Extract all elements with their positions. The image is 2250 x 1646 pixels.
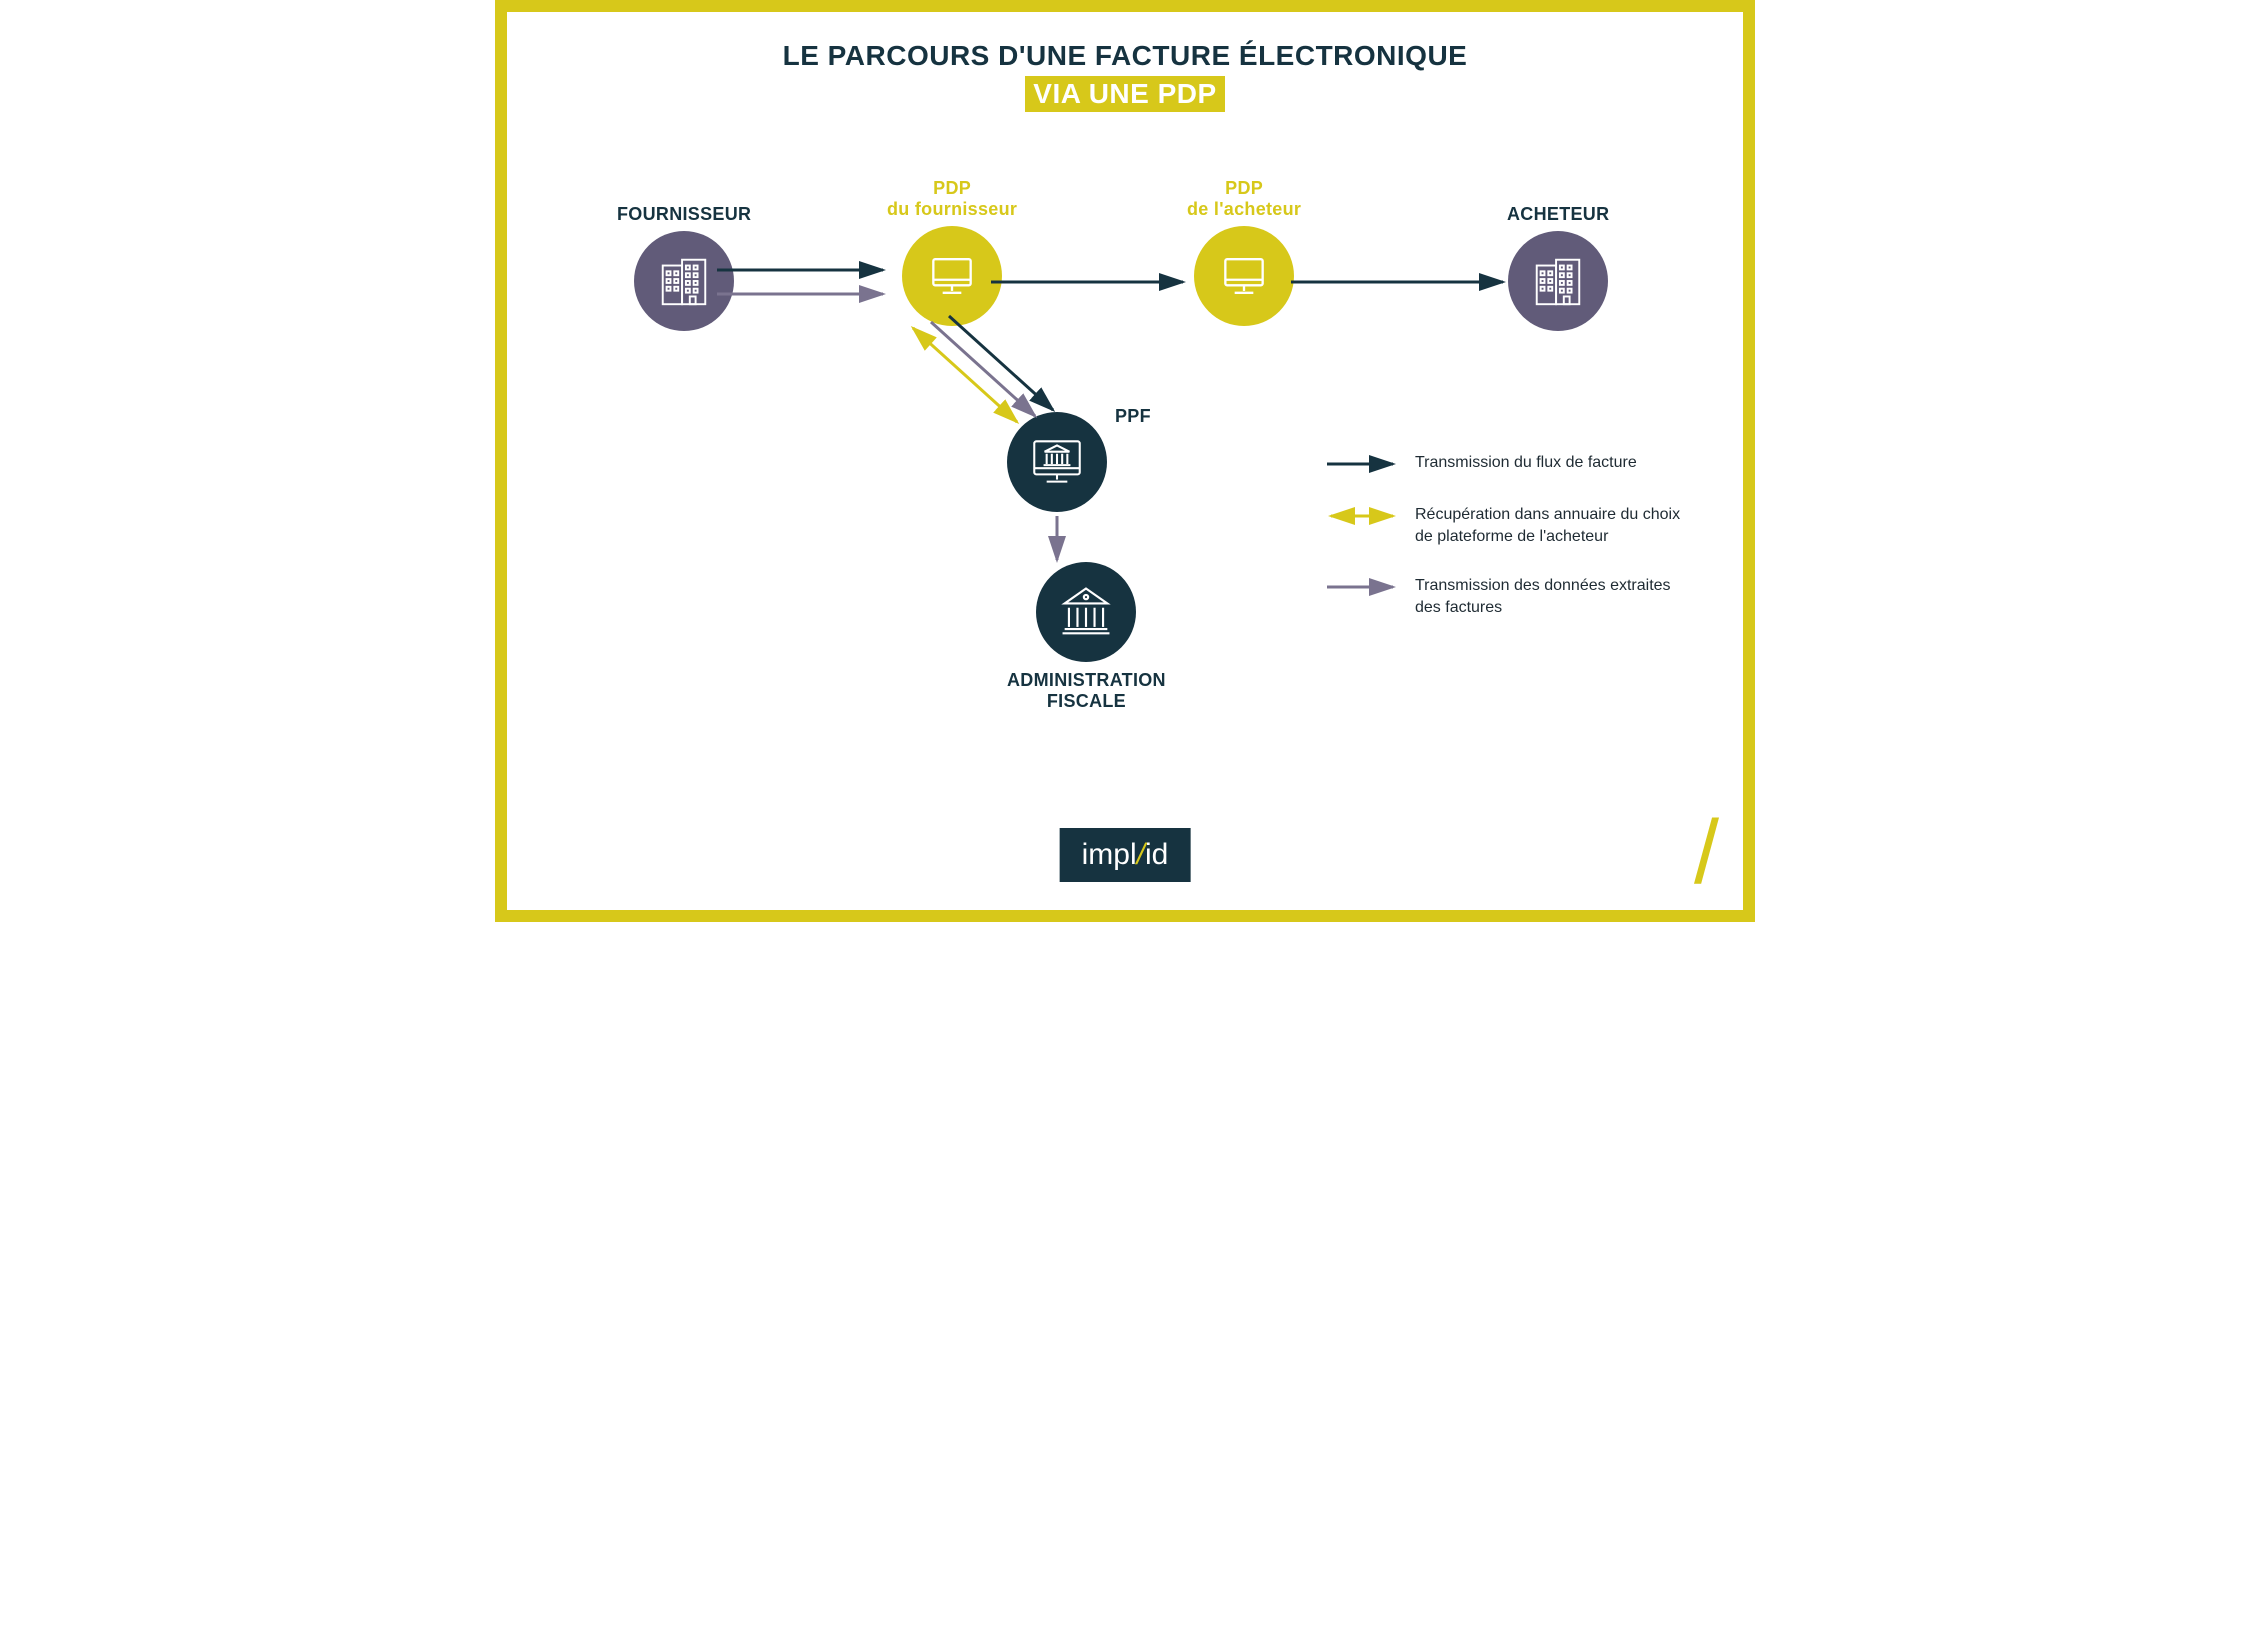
legend-row: Transmission du flux de facture	[1323, 452, 1683, 476]
legend-text: Transmission du flux de facture	[1403, 452, 1637, 474]
diagram-frame: LE PARCOURS D'UNE FACTURE ÉLECTRONIQUE V…	[495, 0, 1755, 922]
flow-diagram: FOURNISSEUR	[507, 142, 1743, 782]
legend-arrow-icon	[1323, 575, 1403, 599]
flow-arrow	[949, 316, 1053, 410]
legend-text: Récupération dans annuaire du choix de p…	[1403, 504, 1683, 547]
legend: Transmission du flux de facture Récupérat…	[1323, 452, 1683, 646]
flow-arrow	[931, 322, 1035, 416]
brand-logo: impl/id	[1060, 828, 1191, 882]
slash-decoration: /	[1694, 808, 1719, 898]
legend-arrow-icon	[1323, 452, 1403, 476]
title-block: LE PARCOURS D'UNE FACTURE ÉLECTRONIQUE V…	[507, 12, 1743, 112]
logo-text: impl/id	[1082, 838, 1169, 871]
title-line1: LE PARCOURS D'UNE FACTURE ÉLECTRONIQUE	[507, 40, 1743, 72]
legend-row: Transmission des données extraites des f…	[1323, 575, 1683, 618]
legend-arrow-icon	[1323, 504, 1403, 528]
legend-row: Récupération dans annuaire du choix de p…	[1323, 504, 1683, 547]
legend-text: Transmission des données extraites des f…	[1403, 575, 1683, 618]
flow-arrow	[913, 328, 1017, 422]
title-line2: VIA UNE PDP	[1025, 76, 1224, 112]
